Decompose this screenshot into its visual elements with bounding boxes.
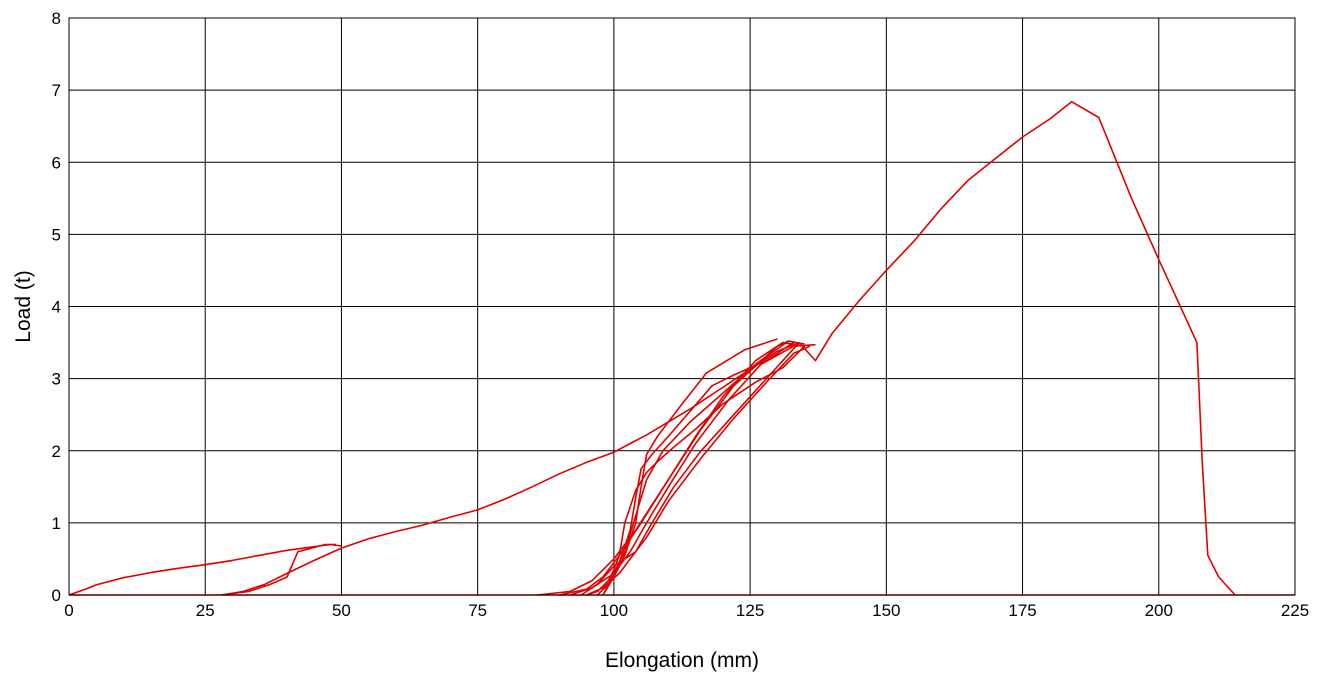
y-tick-label: 3	[52, 370, 61, 389]
series-layer	[68, 100, 1295, 596]
series-line-8	[580, 342, 800, 596]
x-tick-label: 50	[332, 601, 351, 620]
series-line-2	[221, 543, 336, 596]
series-line-4	[798, 100, 1236, 596]
y-tick-label: 1	[52, 514, 61, 533]
y-tick-label: 7	[52, 81, 61, 100]
series-line-6	[559, 341, 805, 596]
series-line-5	[537, 340, 805, 596]
y-tick-label: 6	[52, 153, 61, 172]
y-axis-title: Load (t)	[12, 270, 35, 342]
x-tick-label: 150	[872, 601, 900, 620]
y-tick-label: 4	[52, 298, 61, 317]
y-tick-label: 8	[52, 9, 61, 28]
series-line-13	[602, 340, 789, 596]
series-line-3	[221, 341, 800, 596]
plot-frame	[68, 17, 1296, 596]
x-tick-label: 125	[736, 601, 764, 620]
x-tick-labels: 0 25 50 75 100 125 150 175 200 225	[64, 601, 1309, 620]
series-line-12	[602, 338, 778, 596]
x-tick-label: 25	[196, 601, 215, 620]
grid	[68, 17, 1296, 596]
y-tick-labels: 0 1 2 3 4 5 6 7 8	[52, 9, 61, 605]
x-tick-label: 200	[1145, 601, 1173, 620]
x-tick-label: 75	[468, 601, 487, 620]
x-tick-label: 100	[600, 601, 628, 620]
y-tick-label: 2	[52, 442, 61, 461]
x-tick-label: 175	[1008, 601, 1036, 620]
series-line-10	[586, 345, 806, 596]
x-axis-title: Elongation (mm)	[605, 649, 759, 672]
series-line-7	[570, 343, 816, 596]
x-tick-label: 0	[64, 601, 73, 620]
y-tick-label: 0	[52, 586, 61, 605]
y-tick-label: 5	[52, 225, 61, 244]
x-tick-label: 225	[1281, 601, 1309, 620]
